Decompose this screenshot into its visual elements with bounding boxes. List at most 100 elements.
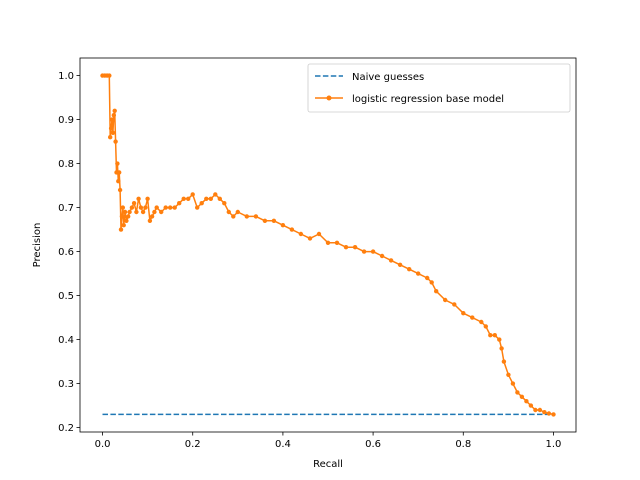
model-point <box>186 196 191 201</box>
model-point <box>120 205 126 210</box>
model-point <box>226 209 231 215</box>
model-point <box>159 209 164 215</box>
model-point <box>131 201 137 206</box>
model-point <box>497 337 502 342</box>
model-point <box>528 403 534 408</box>
model-point <box>143 205 148 210</box>
model-point <box>124 218 129 223</box>
y-tick-label: 0.3 <box>58 379 74 390</box>
model-point <box>506 372 511 377</box>
y-ticks: 0.2 0.3 0.4 0.5 0.6 0.7 0.8 0.9 1.0 <box>58 71 80 434</box>
model-point <box>119 214 125 219</box>
model-point <box>172 205 177 210</box>
model-point <box>117 170 122 175</box>
model-point <box>479 319 484 325</box>
model-point <box>262 218 268 223</box>
model-point <box>235 209 240 215</box>
legend-marker-model <box>326 95 332 101</box>
model-point <box>127 209 132 215</box>
legend: Naive guesses logistic regression base m… <box>307 63 571 113</box>
model-point <box>488 333 493 338</box>
legend-label-model: logistic regression base model <box>352 94 504 105</box>
model-point <box>111 113 117 118</box>
y-tick-label: 0.7 <box>58 203 74 214</box>
model-point <box>190 192 195 197</box>
model-point <box>208 196 213 201</box>
model-point <box>122 209 128 215</box>
model-point <box>379 253 385 259</box>
model-point <box>115 161 120 166</box>
model-point <box>370 249 376 254</box>
model-point <box>501 359 507 364</box>
model-point <box>112 108 117 114</box>
model-point <box>140 209 146 215</box>
model-point <box>271 218 277 223</box>
model-point <box>116 179 121 184</box>
model-point <box>492 333 497 338</box>
model-point <box>542 410 547 415</box>
model-point <box>195 205 200 210</box>
model-point <box>204 196 209 201</box>
x-ticks: 0.0 0.2 0.4 0.6 0.8 1.0 <box>95 432 561 450</box>
model-point <box>452 302 457 307</box>
model-point <box>213 192 218 197</box>
model-point <box>510 381 516 386</box>
model-point <box>163 205 168 210</box>
y-tick-label: 0.2 <box>58 423 74 434</box>
model-point <box>416 271 421 276</box>
model-point <box>461 311 466 316</box>
model-point <box>121 223 126 228</box>
y-tick-label: 0.8 <box>58 159 74 170</box>
model-point <box>551 412 556 417</box>
model-point <box>149 214 155 219</box>
model-point <box>443 297 448 303</box>
model-point <box>138 205 144 210</box>
model-point <box>434 289 439 294</box>
model-point <box>136 196 141 201</box>
model-point <box>177 201 182 206</box>
model-point <box>316 231 322 237</box>
model-point <box>107 73 112 78</box>
model-point <box>113 139 118 144</box>
model-point <box>361 249 367 254</box>
model-point <box>244 214 249 219</box>
model-point <box>253 214 259 219</box>
model-point <box>519 394 525 399</box>
legend-box <box>307 63 571 113</box>
x-tick-label: 0.8 <box>455 439 471 450</box>
model-point <box>499 346 504 351</box>
y-tick-label: 0.9 <box>58 115 74 126</box>
model-point <box>280 223 286 228</box>
model-point <box>397 262 403 267</box>
model-point <box>147 218 153 223</box>
model-point <box>110 130 116 135</box>
x-tick-label: 0.4 <box>275 439 291 450</box>
model-point <box>388 258 394 263</box>
model-point <box>108 126 114 131</box>
model-point <box>524 399 529 404</box>
model-point <box>352 245 358 250</box>
model-point <box>537 407 543 413</box>
model-point <box>515 390 520 395</box>
model-point <box>325 240 331 245</box>
model-point <box>483 324 488 329</box>
model-point <box>407 267 412 272</box>
y-tick-label: 0.4 <box>58 335 74 346</box>
model-point <box>289 227 295 232</box>
model-point <box>533 407 538 413</box>
model-point <box>134 209 139 215</box>
model-point <box>129 205 135 210</box>
model-point <box>343 245 349 250</box>
model-point <box>152 209 157 215</box>
model-point <box>118 227 124 232</box>
y-tick-label: 0.5 <box>58 291 74 302</box>
model-point <box>145 196 150 201</box>
model-point <box>126 214 131 219</box>
plot-frame <box>79 57 577 433</box>
x-tick-label: 0.0 <box>95 439 111 450</box>
y-tick-label: 1.0 <box>58 71 74 82</box>
model-point <box>181 196 186 201</box>
model-point <box>222 201 227 206</box>
model-point <box>199 201 204 206</box>
